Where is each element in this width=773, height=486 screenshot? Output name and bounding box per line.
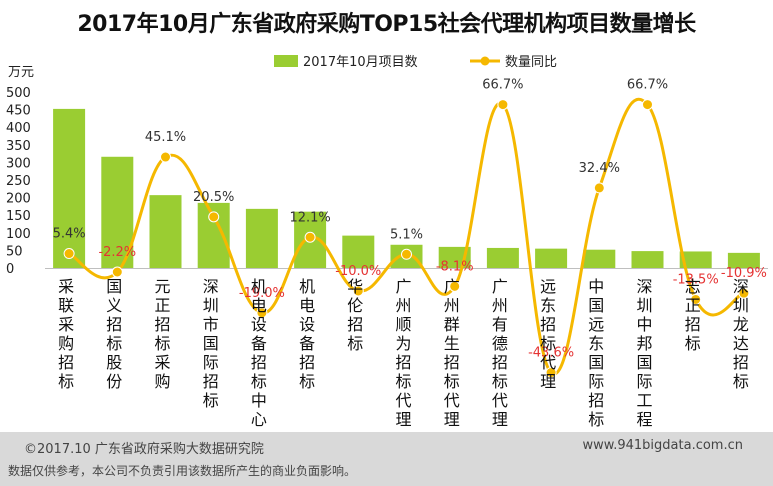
yoy-point [63,248,75,260]
bar [679,251,712,268]
yoy-data-label: 66.7% [482,78,523,93]
bar [631,251,664,268]
yoy-data-label: 66.7% [627,78,668,93]
yoy-data-label: -8.1% [436,259,474,274]
y-tick-label: 500 [6,86,31,101]
yoy-point [593,182,605,194]
footer-disclaimer: 数据仅供参考，本公司不负责引用该数据所产生的商业负面影响。 [8,464,357,478]
bar [486,247,519,268]
x-tick-label: 中国远东国际招标 [588,277,604,429]
yoy-point [642,99,653,111]
footer-website: www.941bigdata.com.cn [582,438,743,453]
yoy-point [304,231,316,243]
yoy-data-label: -19.0% [239,286,285,301]
y-tick-label: 150 [6,209,31,224]
y-axis-unit: 万元 [8,65,34,80]
x-tick-label: 远东招标代理 [540,277,556,391]
bar [245,208,278,268]
yoy-point [401,248,412,260]
yoy-data-label: 45.1% [145,130,186,145]
y-tick-label: 50 [6,244,23,259]
bar [583,249,616,268]
yoy-data-label: -13.5% [673,272,719,287]
x-tick-label: 国义招标股份 [106,277,122,391]
y-tick-label: 250 [6,174,31,189]
yoy-point [497,99,509,111]
x-tick-label: 深圳中邦国际工程 [636,277,652,429]
yoy-point [208,211,220,223]
legend-label-bar: 2017年10月项目数 [303,55,418,70]
bar [342,235,375,268]
yoy-data-label: -43.6% [528,346,574,361]
yoy-data-label: -10.0% [335,264,381,279]
bar [535,248,568,268]
x-tick-label: 深圳市国际招标 [203,277,219,410]
legend-swatch-bar [274,55,298,67]
yoy-point [449,280,461,292]
yoy-data-label: -2.2% [98,245,136,260]
bar [727,252,760,268]
y-tick-label: 200 [6,192,31,207]
x-tick-label: 华伦招标 [347,277,363,353]
yoy-point [690,293,702,305]
yoy-point [738,287,750,299]
y-tick-label: 400 [6,121,31,136]
y-tick-label: 0 [6,262,14,277]
x-tick-label: 广州顺为招标代理 [395,277,411,429]
legend-label-line: 数量同比 [505,55,557,70]
chart-title: 2017年10月广东省政府采购TOP15社会代理机构项目数量增长 [77,12,696,37]
yoy-point [352,285,364,297]
yoy-data-label: 12.1% [289,210,330,225]
x-tick-label: 机电设备招标中心 [251,277,267,429]
y-tick-label: 100 [6,227,31,242]
x-tick-label: 广州群生招标代理 [444,277,460,429]
yoy-point [111,266,123,278]
yoy-data-label: 5.1% [390,227,423,242]
x-tick-label: 深圳龙达招标 [733,277,749,391]
y-tick-label: 300 [6,156,31,171]
x-tick-label: 志正招标 [685,277,701,353]
footer-source: ©2017.10 广东省政府采购大数据研究院 [24,442,264,457]
yoy-point [160,151,171,163]
x-tick-label: 广州有德招标代理 [492,277,508,429]
bar [53,108,86,268]
x-tick-label: 机电设备招标 [299,277,315,391]
yoy-point [256,307,268,319]
footer: ©2017.10 广东省政府采购大数据研究院 www.941bigdata.co… [0,432,773,486]
yoy-point [545,367,557,379]
yoy-data-label: 20.5% [193,190,234,205]
legend-swatch-marker [480,56,490,66]
x-tick-label: 元正招标采购 [154,277,170,391]
y-tick-label: 450 [6,104,31,119]
bar [149,195,182,268]
x-tick-label: 采联采购招标 [58,277,74,391]
yoy-data-label: -10.9% [721,266,767,281]
y-tick-label: 350 [6,139,31,154]
yoy-data-label: 5.4% [53,227,86,242]
yoy-data-label: 32.4% [579,161,620,176]
bar-line-chart: 万元 0 50 100 150 200 250 300 350 400 450 500 5.4% -2.… [6,55,768,429]
